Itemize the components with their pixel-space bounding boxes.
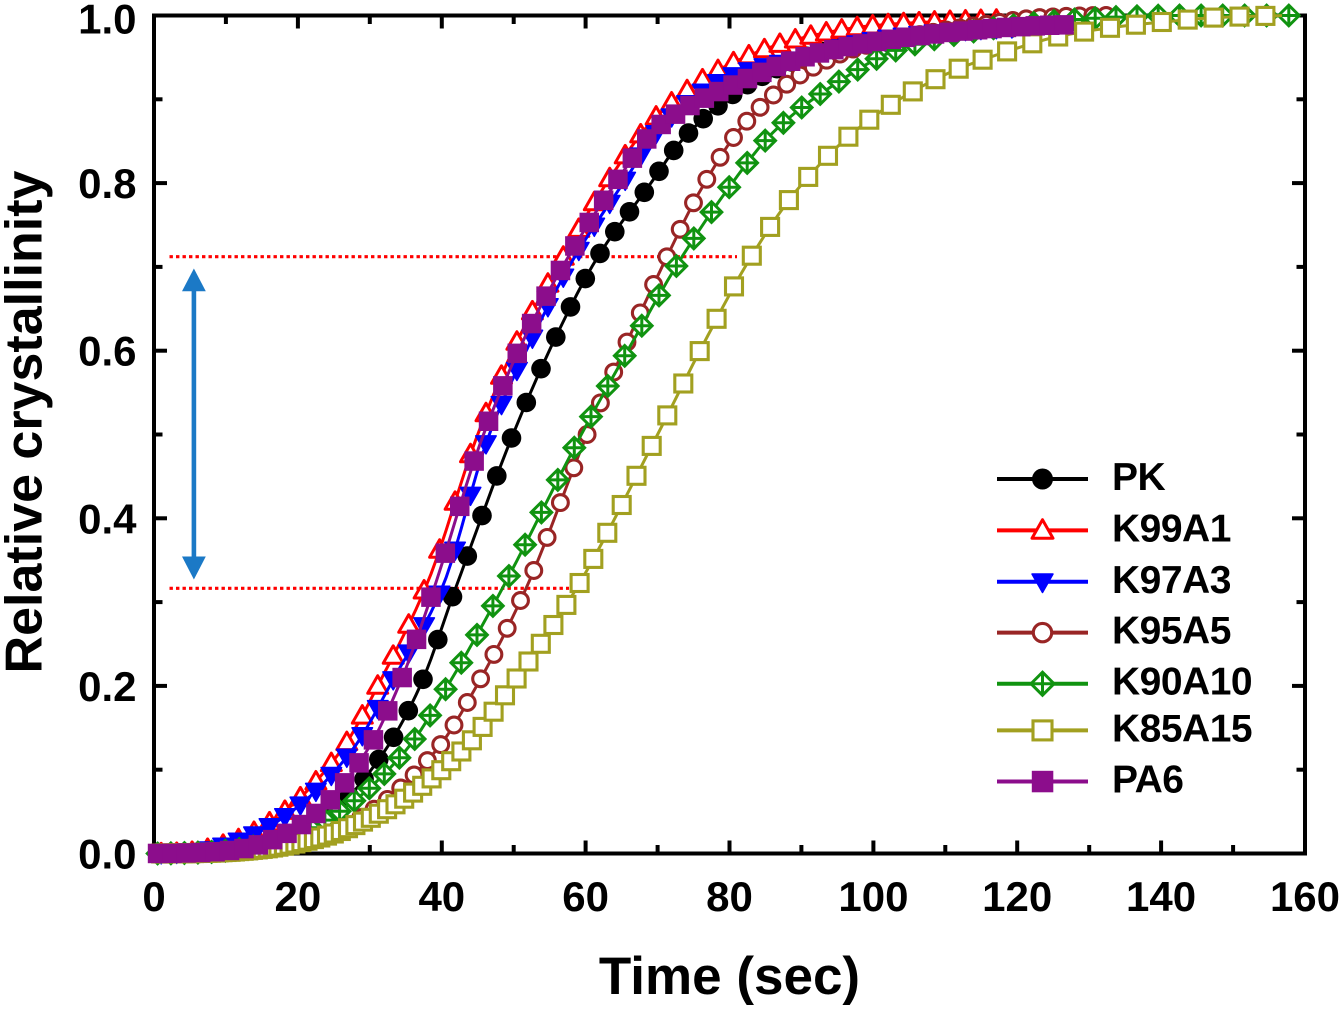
svg-text:0: 0 xyxy=(142,873,165,920)
svg-text:160: 160 xyxy=(1270,873,1339,920)
svg-text:20: 20 xyxy=(275,873,322,920)
svg-text:Relative crystallinity: Relative crystallinity xyxy=(0,170,54,673)
svg-text:100: 100 xyxy=(838,873,908,920)
svg-text:K90A10: K90A10 xyxy=(1112,661,1252,704)
svg-text:K99A1: K99A1 xyxy=(1112,507,1231,550)
svg-text:60: 60 xyxy=(562,873,609,920)
svg-text:0.0: 0.0 xyxy=(78,831,136,878)
svg-text:K97A3: K97A3 xyxy=(1112,559,1231,602)
svg-text:PA6: PA6 xyxy=(1112,759,1183,802)
svg-text:0.6: 0.6 xyxy=(78,328,136,375)
svg-text:120: 120 xyxy=(982,873,1052,920)
svg-text:0.8: 0.8 xyxy=(78,160,136,207)
svg-text:0.2: 0.2 xyxy=(78,663,136,710)
svg-text:Time (sec): Time (sec) xyxy=(599,947,860,1006)
svg-text:K85A15: K85A15 xyxy=(1112,707,1252,750)
svg-text:1.0: 1.0 xyxy=(78,0,136,43)
svg-text:0.4: 0.4 xyxy=(78,495,137,542)
svg-text:140: 140 xyxy=(1126,873,1196,920)
svg-text:40: 40 xyxy=(418,873,465,920)
svg-text:80: 80 xyxy=(706,873,753,920)
svg-text:K95A5: K95A5 xyxy=(1112,610,1231,653)
svg-text:PK: PK xyxy=(1112,456,1166,499)
